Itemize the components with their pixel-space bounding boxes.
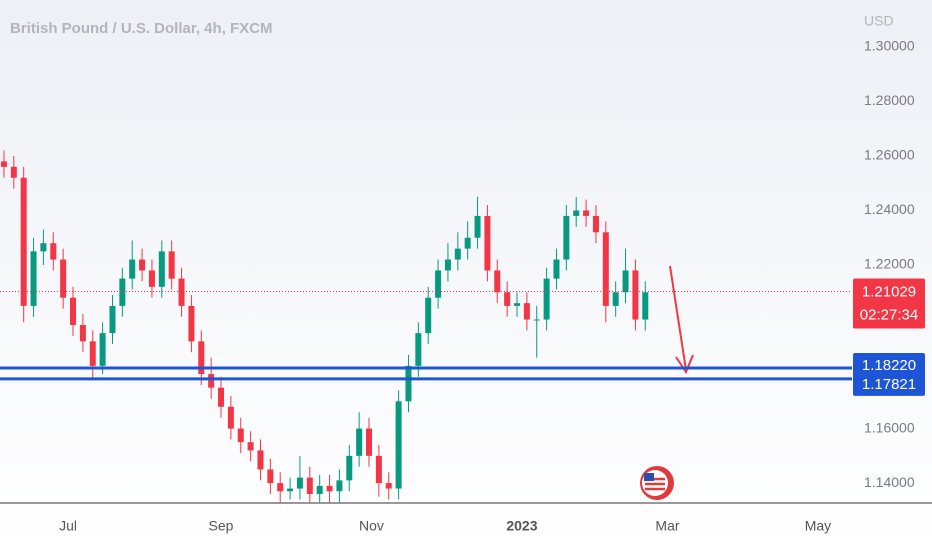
- candle-body: [287, 488, 294, 492]
- arrow-annotation: [669, 265, 694, 375]
- level-box: [853, 353, 925, 378]
- chart-title: British Pound / U.S. Dollar, 4h, FXCM: [10, 20, 273, 37]
- candle-body: [139, 259, 146, 271]
- candle-body: [188, 305, 195, 342]
- candle-body: [326, 485, 333, 492]
- candle-body: [70, 297, 77, 325]
- level-label: 1.18220: [862, 357, 916, 374]
- candle-body: [514, 303, 521, 306]
- candle-body: [543, 278, 550, 320]
- candle-body: [592, 215, 599, 233]
- candle-body: [119, 278, 126, 306]
- candle-body: [0, 161, 7, 167]
- candle-body: [444, 259, 451, 271]
- candle-body: [168, 251, 175, 279]
- candle-body: [257, 450, 264, 470]
- y-tick-label: 1.30000: [864, 38, 915, 54]
- y-tick-label: 1.24000: [864, 201, 915, 217]
- candle-body: [484, 215, 491, 271]
- candle-body: [237, 428, 244, 443]
- candle-body: [99, 333, 106, 366]
- candle-body: [129, 259, 136, 279]
- candle-body: [40, 243, 47, 252]
- candle-body: [642, 292, 649, 320]
- candle-body: [306, 477, 313, 495]
- candle-body: [60, 259, 67, 298]
- candle-body: [405, 365, 412, 402]
- x-tick-label: Jul: [59, 518, 77, 534]
- candle-body: [385, 483, 392, 489]
- candle-body: [227, 406, 234, 429]
- candle-body: [336, 480, 343, 492]
- candle-body: [583, 210, 590, 216]
- candle-body: [523, 303, 530, 320]
- candle-body: [158, 251, 165, 287]
- candle-body: [454, 248, 461, 260]
- candle-body: [533, 319, 540, 321]
- candle-body: [602, 232, 609, 306]
- countdown-label: 02:27:34: [860, 306, 918, 323]
- y-tick-label: 1.14000: [864, 474, 915, 490]
- candle-body: [563, 215, 570, 260]
- candle-body: [346, 455, 353, 481]
- candle-body: [504, 292, 511, 306]
- candle-body: [267, 469, 274, 484]
- candle-body: [494, 270, 501, 293]
- candle-body: [415, 333, 422, 366]
- y-tick-label: 1.26000: [864, 147, 915, 163]
- candle-body: [366, 428, 373, 456]
- candle-body: [425, 297, 432, 334]
- candle-body: [20, 177, 27, 306]
- x-tick-label: Nov: [359, 518, 384, 534]
- candle-body: [474, 215, 481, 238]
- x-tick-label: Mar: [655, 518, 679, 534]
- candle-body: [109, 305, 116, 334]
- last-price-label: 1.21029: [862, 283, 916, 300]
- flag-icon: [640, 466, 674, 500]
- candle-body: [632, 270, 639, 320]
- candle-body: [553, 259, 560, 279]
- candle-body: [198, 341, 205, 375]
- y-tick-label: 1.16000: [864, 419, 915, 435]
- candle-body: [79, 324, 86, 342]
- y-tick-label: 1.22000: [864, 256, 915, 272]
- candle-body: [208, 374, 215, 388]
- candle-body: [10, 166, 17, 178]
- currency-label: USD: [864, 13, 894, 29]
- x-tick-label: 2023: [506, 518, 537, 534]
- x-tick-label: May: [805, 518, 831, 534]
- candle-body: [247, 442, 254, 451]
- last-price-box: [853, 278, 925, 329]
- candle-body: [89, 341, 96, 366]
- candle-body: [612, 292, 619, 306]
- candle-body: [464, 237, 471, 249]
- candle-body: [148, 270, 155, 287]
- candle-body: [178, 278, 185, 306]
- candle-body: [375, 455, 382, 484]
- level-label: 1.17821: [862, 376, 916, 393]
- x-tick-label: Sep: [209, 518, 234, 534]
- candle-body: [30, 251, 37, 306]
- candle-body: [218, 387, 225, 407]
- candle-body: [395, 401, 402, 489]
- candle-body: [622, 270, 629, 293]
- candle-body: [435, 270, 442, 298]
- candle-body: [50, 243, 57, 260]
- candle-body: [296, 477, 303, 489]
- candle-body: [356, 428, 363, 456]
- level-box: [853, 371, 925, 396]
- candle-body: [573, 210, 580, 216]
- candle-body: [277, 483, 284, 492]
- candle-body: [316, 485, 323, 495]
- y-tick-label: 1.28000: [864, 92, 915, 108]
